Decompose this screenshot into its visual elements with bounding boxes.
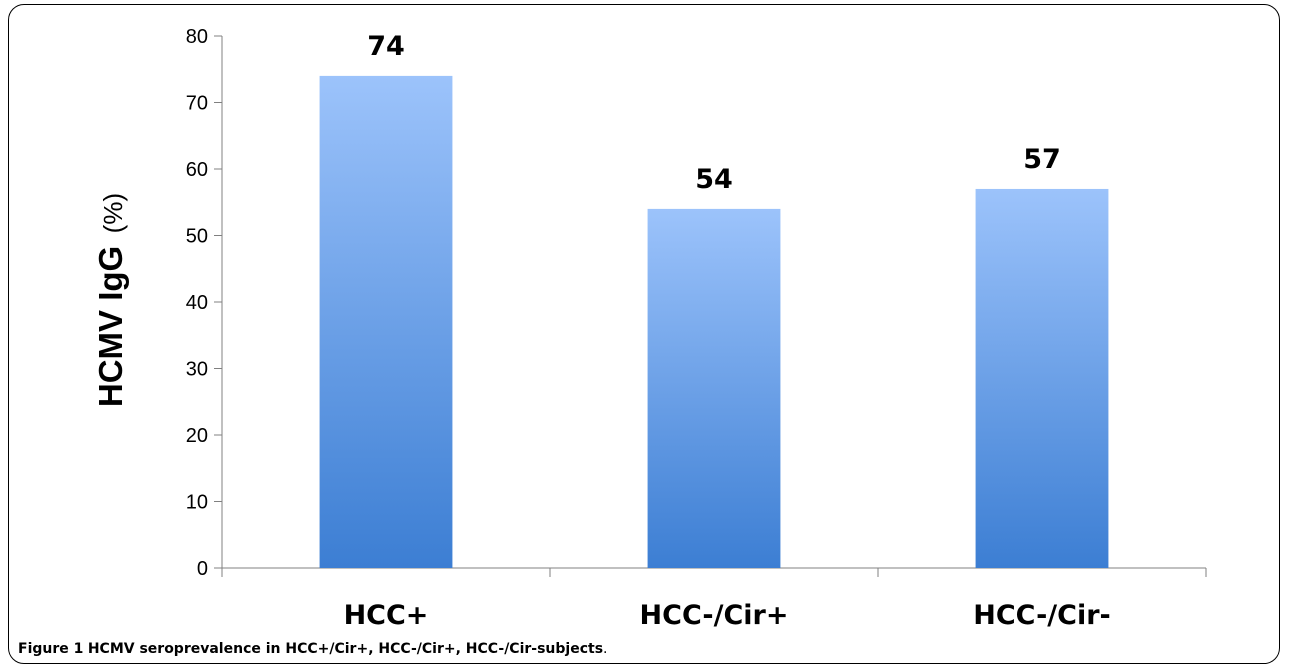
y-axis-label-unit: (%) <box>98 193 128 233</box>
data-label: 74 <box>367 31 405 62</box>
bar-1 <box>319 75 453 569</box>
y-axis-label: HCMV IgG (%) <box>92 193 129 407</box>
y-tick-label: 60 <box>186 159 208 181</box>
data-label: 54 <box>695 164 733 195</box>
bar-2 <box>647 208 781 568</box>
caption-text: HCMV seroprevalence in HCC+/Cir+, HCC-/C… <box>87 641 604 657</box>
y-tick-label: 50 <box>186 226 208 248</box>
y-tick-label: 80 <box>186 26 208 48</box>
figure-caption: Figure 1 HCMV seroprevalence in HCC+/Cir… <box>18 641 608 657</box>
x-tick-label: HCC+ <box>344 600 429 631</box>
x-tick-label: HCC-/Cir- <box>973 600 1111 631</box>
bar-3 <box>975 188 1109 568</box>
y-tick-label: 10 <box>186 492 208 514</box>
y-axis-label-main: HCMV IgG <box>92 246 129 407</box>
y-tick-label: 20 <box>186 425 208 447</box>
caption-end: . <box>603 641 608 657</box>
y-tick-label: 70 <box>186 93 208 115</box>
y-tick-label: 30 <box>186 359 208 381</box>
x-tick-label: HCC-/Cir+ <box>640 600 789 631</box>
data-label: 57 <box>1023 144 1061 175</box>
y-tick-label: 0 <box>197 558 208 580</box>
y-tick-label: 40 <box>186 292 208 314</box>
caption-label: Figure 1 <box>18 641 84 657</box>
